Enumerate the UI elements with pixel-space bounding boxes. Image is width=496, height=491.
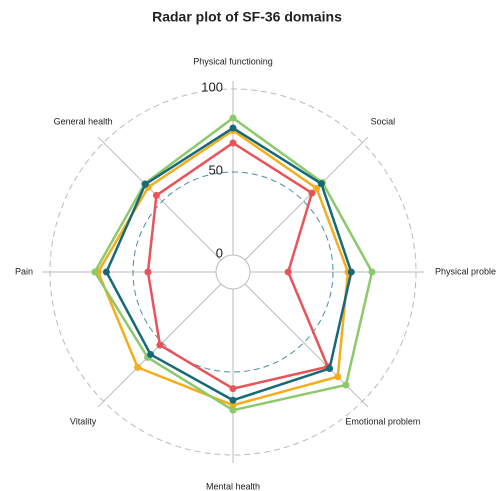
- category-label: Physical functioning: [193, 56, 273, 66]
- axis-line: [244, 283, 369, 408]
- grid-circle: [132, 171, 334, 373]
- data-point: [284, 268, 292, 276]
- data-point: [144, 268, 152, 276]
- data-point: [91, 268, 99, 276]
- data-point: [141, 180, 149, 188]
- data-point: [308, 189, 316, 197]
- data-point: [229, 124, 237, 132]
- axis-line: [244, 136, 369, 261]
- category-label: General health: [54, 116, 113, 126]
- chart-title: Radar plot of SF-36 domains: [152, 9, 342, 25]
- data-point: [229, 139, 237, 147]
- category-label: Vitality: [70, 416, 97, 426]
- r-tick-label: 50: [209, 162, 223, 177]
- grid-circle: [215, 254, 251, 290]
- data-point: [152, 191, 160, 199]
- data-point: [368, 268, 376, 276]
- data-point: [229, 401, 237, 409]
- data-point: [313, 184, 321, 192]
- data-point: [334, 373, 342, 381]
- data-point: [342, 381, 350, 389]
- data-point: [317, 180, 325, 188]
- r-tick-label: 0: [216, 245, 223, 260]
- grid-circle: [49, 88, 417, 456]
- data-point: [102, 268, 110, 276]
- category-label: Pain: [15, 266, 33, 276]
- category-label: Emotional problem: [345, 416, 420, 426]
- data-point: [147, 350, 155, 358]
- category-label: Physical problem: [435, 266, 496, 276]
- data-point: [156, 341, 164, 349]
- category-label: Social: [371, 116, 396, 126]
- category-label: Mental health: [206, 481, 260, 491]
- data-point: [229, 385, 237, 393]
- r-tick-label: 100: [201, 79, 223, 94]
- data-point: [229, 396, 237, 404]
- data-point: [347, 268, 355, 276]
- data-point: [134, 363, 142, 371]
- data-point: [229, 406, 237, 414]
- axis-line: [97, 136, 222, 261]
- data-point: [326, 365, 334, 373]
- data-point: [229, 114, 237, 122]
